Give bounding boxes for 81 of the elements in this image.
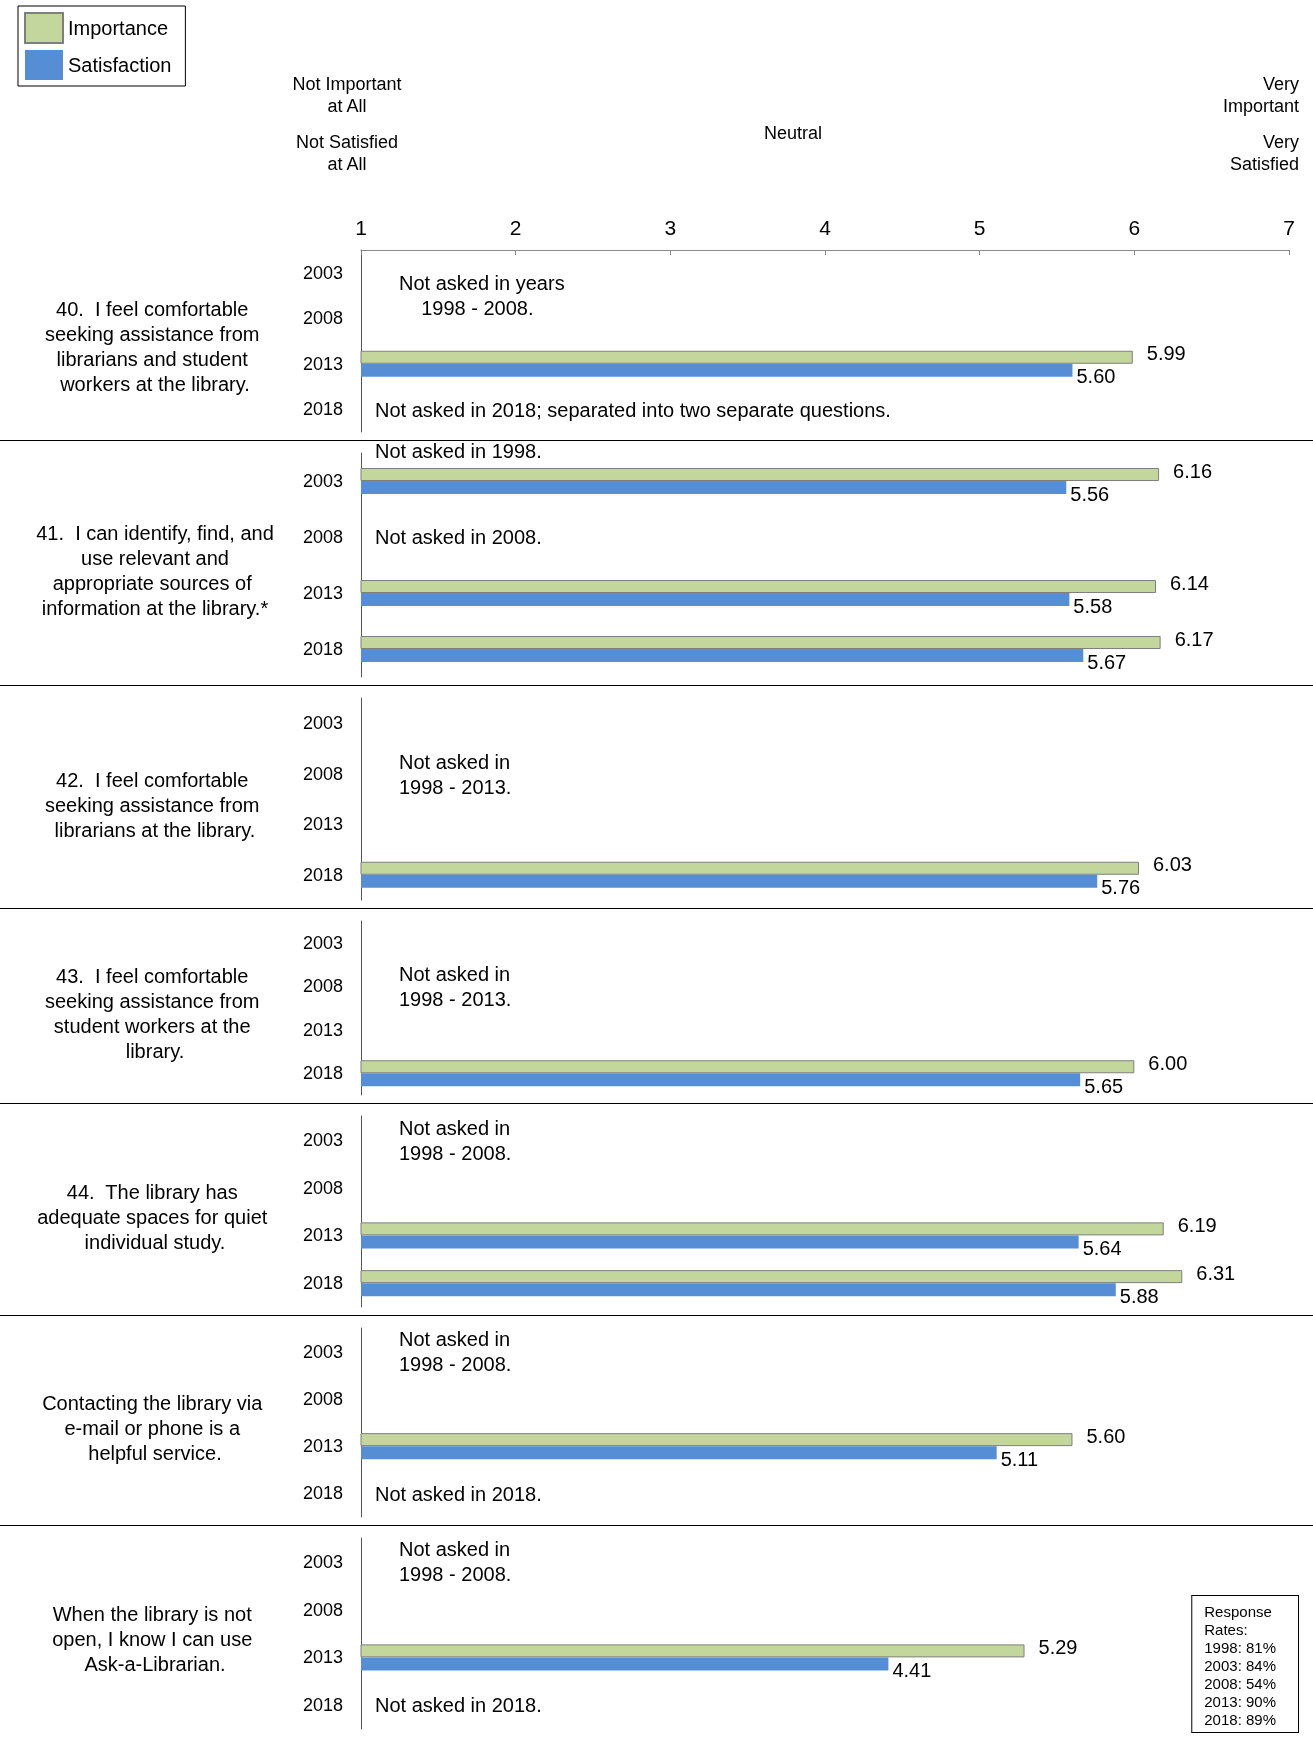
y-tick-label: 2008 [302,308,343,329]
annotation: Not asked in years 1998 - 2008. [399,272,565,320]
text: 41. I can identify, find, and use relevant and appropriate sources of information at the library.* [36,522,274,619]
data-label: 5.99 [1146,342,1186,365]
data-label: 5.88 [1119,1284,1159,1307]
text: Not Satisfied at All [295,132,399,174]
data-label: 6.17 [1174,627,1214,650]
data-label: 5.76 [1101,876,1141,899]
x-tick-label: 2 [509,216,522,239]
text: When the library is not open, I know I can use Ask-a-Librarian. [52,1602,258,1675]
y-tick-label: 2003 [302,1129,343,1150]
y-tick-label: 2018 [302,639,343,659]
y-tick-label: 2013 [302,1019,343,1040]
y-tick-label: 2018 [302,399,343,420]
data-label: 5.58 [1073,594,1113,617]
annotation: Not asked in 2008. [375,526,542,549]
y-tick-label: 2008 [302,1177,343,1198]
annotation: Not asked in 1998 - 2013. [399,750,512,798]
y-tick-label: 2003 [302,713,343,734]
legend-label: Satisfaction [68,54,172,76]
y-tick-label: 2008 [302,1388,343,1409]
x-tick-label: 6 [1128,216,1141,239]
y-tick-label: 2018 [302,1695,343,1716]
y-tick-label: 2013 [302,1225,343,1246]
annotation: Not asked in 2018. [375,1694,542,1717]
data-label: 4.41 [892,1658,932,1681]
y-tick-label: 2013 [302,583,343,603]
x-tick-label: 3 [664,216,677,239]
y-tick-label: 2018 [302,1273,343,1294]
text: Neutral [763,123,823,143]
y-tick-label: 2018 [302,1063,343,1084]
annotation: Response Rates: 1998: 81% 2003: 84% 2008: 54% 2013: 90% 2018: 89% [1204,1602,1277,1728]
x-tick-label: 1 [355,216,367,239]
annotation: Not asked in 1998 - 2008. [399,1538,512,1586]
data-label: 6.03 [1152,853,1192,876]
text: Very Important [1222,74,1299,116]
y-tick-label: 2003 [302,932,343,953]
data-label: 5.56 [1070,482,1110,505]
data-label: 5.60 [1076,365,1116,388]
y-tick-label: 2003 [302,1341,343,1362]
y-tick-label: 2008 [302,763,343,784]
data-label: 5.65 [1084,1074,1124,1097]
annotation: Not asked in 1998. [375,439,542,462]
annotation: Not asked in 1998 - 2013. [399,963,512,1011]
text: 40. I feel comfortable seeking assistance from librarians and student workers at the library. [44,298,266,395]
data-label: 5.67 [1087,650,1127,673]
x-tick-label: 7 [1283,216,1295,239]
y-tick-label: 2018 [302,1483,343,1504]
data-label: 5.29 [1038,1635,1078,1658]
y-tick-label: 2003 [302,262,343,283]
y-tick-label: 2008 [302,976,343,997]
y-tick-label: 2008 [302,1599,343,1620]
data-label: 6.14 [1169,571,1209,594]
text: Contacting the library via e-mail or phone is a helpful service. [42,1392,268,1464]
y-tick-label: 2013 [302,1436,343,1457]
data-label: 5.64 [1082,1236,1122,1259]
y-tick-label: 2008 [302,527,343,547]
data-label: 6.31 [1196,1261,1236,1284]
text: Not Important at All [292,74,402,116]
legend-label: Importance [68,17,169,39]
x-tick-label: 5 [973,216,986,239]
annotation: Not asked in 2018; separated into two separate questions. [375,399,891,422]
annotation: Not asked in 1998 - 2008. [399,1328,512,1376]
y-tick-label: 2018 [302,864,343,885]
text: 42. I feel comfortable seeking assistance from librarians at the library. [44,768,266,841]
y-tick-label: 2003 [302,1551,343,1572]
data-label: 6.16 [1173,459,1213,482]
text: 43. I feel comfortable seeking assistance from student workers at the library. [44,965,266,1062]
text: Very Satisfied [1229,132,1299,174]
data-label: 6.19 [1177,1213,1217,1236]
text: 44. The library has adequate spaces for quiet individual study. [37,1181,273,1253]
y-tick-label: 2013 [302,1647,343,1668]
x-tick-label: 4 [819,216,832,239]
annotation: Not asked in 2018. [375,1483,542,1506]
y-tick-label: 2013 [302,353,343,374]
data-label: 6.00 [1148,1051,1188,1074]
annotation: Not asked in 1998 - 2008. [399,1116,512,1164]
y-tick-label: 2003 [302,471,343,491]
y-tick-label: 2013 [302,814,343,835]
data-label: 5.60 [1086,1424,1126,1447]
data-label: 5.11 [1000,1447,1039,1470]
